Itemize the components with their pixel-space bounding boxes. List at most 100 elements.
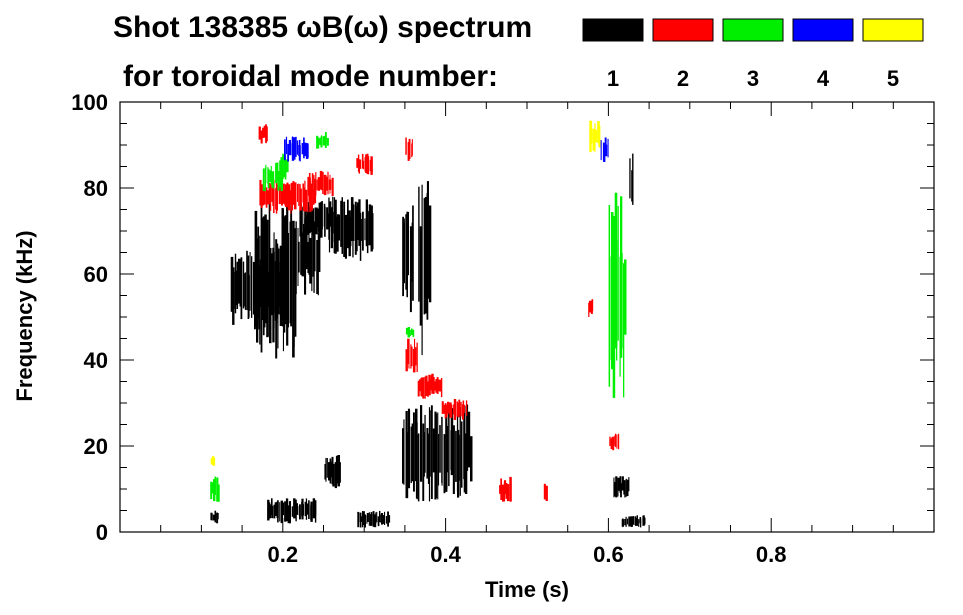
spectrum-streak [326, 458, 328, 478]
spectrum-streak [365, 199, 368, 247]
spectrum-streak [443, 404, 446, 414]
spectrum-streak [269, 248, 272, 344]
spectrum-streak [366, 513, 369, 522]
spectrum-streak [317, 225, 319, 296]
spectrum-streak [316, 207, 318, 235]
spectrum-streak [328, 205, 331, 253]
spectrum-streak [416, 342, 418, 372]
spectrum-streak [314, 178, 316, 189]
spectrum-streak [214, 510, 217, 523]
spectrum-streak [319, 138, 322, 145]
spectrum-streak [588, 302, 590, 317]
spectrum-streak [321, 201, 323, 230]
spectrum-streak [276, 162, 279, 182]
spectrum-streak [291, 182, 294, 211]
spectrum-streak [282, 153, 284, 179]
spectrum-streak [631, 170, 633, 202]
spectrum-streak [604, 137, 607, 157]
spectrum-streak [236, 261, 239, 309]
spectrum-streak [265, 187, 268, 208]
spectrum-streak [466, 404, 469, 471]
spectrum-streak [430, 410, 432, 477]
y-axis-label: Frequency (kHz) [12, 230, 37, 401]
spectrum-streak [316, 179, 318, 191]
spectrum-streak [464, 433, 468, 494]
spectrum-streak [285, 136, 288, 155]
spectrum-streak [277, 500, 279, 523]
spectrum-streak [317, 137, 320, 149]
mode-1-feature [613, 476, 630, 498]
spectrum-streak [322, 171, 324, 194]
mode-2-feature [588, 299, 594, 317]
spectrum-streak [295, 136, 297, 157]
spectrum-streak [444, 403, 447, 419]
chart-subtitle: for toroidal mode number: [123, 60, 498, 93]
x-tick-label: 0.2 [268, 542, 299, 567]
spectrum-streak [632, 153, 634, 205]
spectrum-streak [624, 480, 626, 498]
legend-swatch-4 [792, 18, 854, 42]
spectrum-streak [405, 328, 408, 335]
spectrum-streak [357, 154, 360, 172]
spectrum-streak [338, 214, 340, 241]
legend-label-2: 2 [677, 66, 689, 91]
spectrum-streak [216, 477, 219, 502]
spectrum-streak [268, 502, 271, 519]
spectrum-streak [643, 517, 646, 525]
spectrum-streak [300, 188, 302, 211]
spectrum-streak [305, 215, 308, 270]
spectrum-streak [313, 175, 315, 192]
spectrum-streak [600, 140, 602, 161]
spectrum-streak [259, 235, 261, 345]
spectrum-streak [263, 187, 266, 205]
spectrum-streak [360, 516, 363, 522]
y-tick-label: 60 [84, 262, 108, 287]
spectrum-streak [336, 214, 339, 251]
spectrum-streak [330, 207, 333, 249]
spectrum-streak [402, 218, 405, 276]
spectrum-streak [412, 329, 415, 337]
spectrum-streak [447, 401, 450, 414]
spectrum-streak [243, 273, 245, 307]
spectrum-streak [312, 189, 315, 205]
spectrum-streak [305, 203, 307, 239]
spectrum-streak [608, 205, 611, 387]
spectrum-streak [352, 204, 355, 241]
spectrum-streak [458, 399, 461, 415]
spectrum-streak [273, 504, 276, 519]
spectrum-streak [362, 511, 364, 528]
spectrum-streak [244, 272, 246, 310]
spectrum-streak [314, 221, 316, 272]
spectrum-streak [603, 144, 606, 162]
spectrum-streak [271, 498, 273, 516]
spectrum-streak [279, 185, 281, 202]
spectrum-streak [309, 189, 312, 212]
spectrum-streak [463, 404, 465, 413]
spectrum-streak [303, 137, 305, 159]
spectrum-streak [592, 128, 595, 151]
spectrum-streak [302, 187, 306, 212]
spectrum-streak [288, 140, 291, 156]
spectrum-streak [439, 425, 441, 473]
spectrum-streak [312, 498, 316, 519]
spectrum-streak [624, 519, 627, 526]
spectrum-streak [272, 171, 275, 189]
spectrum-streak [457, 429, 460, 498]
spectrum-streak [271, 253, 273, 316]
spectrum-streak [614, 433, 617, 448]
spectrum-streak [260, 184, 263, 208]
spectrum-streak [409, 329, 411, 337]
axis-ticks [119, 101, 935, 533]
spectrum-streak [286, 159, 289, 173]
y-tick-label: 20 [84, 434, 108, 459]
spectrum-streak [599, 125, 601, 148]
spectrum-streak [617, 482, 619, 497]
spectrum-streak [288, 190, 291, 205]
spectrum-streak [305, 498, 308, 520]
spectrum-streak [329, 174, 331, 194]
legend-label-4: 4 [817, 66, 830, 91]
spectrum-streak [431, 373, 434, 394]
spectrum-streak [453, 428, 455, 479]
spectrum-streak [439, 379, 441, 392]
spectrum-streak [366, 153, 369, 175]
